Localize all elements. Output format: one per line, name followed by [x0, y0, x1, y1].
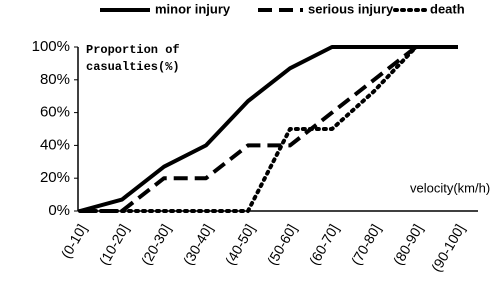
x-tick-label: (40-50]	[222, 221, 258, 267]
y-tick-label: 0%	[48, 202, 70, 219]
y-axis-title: Proportion of	[86, 43, 180, 57]
y-tick-label: 80%	[40, 71, 70, 88]
series-line	[79, 45, 458, 213]
legend-label: minor injury	[155, 1, 231, 16]
y-tick-label: 100%	[32, 38, 70, 55]
x-tick-label: (90-100]	[428, 221, 468, 274]
y-tick-label: 60%	[40, 104, 70, 121]
legend-label: death	[430, 1, 465, 16]
legend-label: serious injury	[308, 1, 394, 16]
x-tick-label: (50-60]	[264, 221, 300, 267]
x-tick-label: (0-10]	[58, 221, 90, 261]
x-tick-label: (20-30]	[138, 221, 174, 267]
y-tick-label: 20%	[40, 169, 70, 186]
y-tick-label: 40%	[40, 136, 70, 153]
x-tick-label: (60-70]	[306, 221, 342, 267]
x-tick-label: (80-90]	[390, 221, 426, 267]
series-line	[78, 45, 460, 213]
x-tick-label: (10-20]	[96, 221, 132, 267]
y-axis-title: casualties(%)	[86, 60, 180, 74]
series-line	[80, 45, 458, 213]
x-tick-label: (30-40]	[180, 221, 216, 267]
x-axis-title: velocity(km/h)	[410, 180, 490, 195]
x-tick-label: (70-80]	[348, 221, 384, 267]
